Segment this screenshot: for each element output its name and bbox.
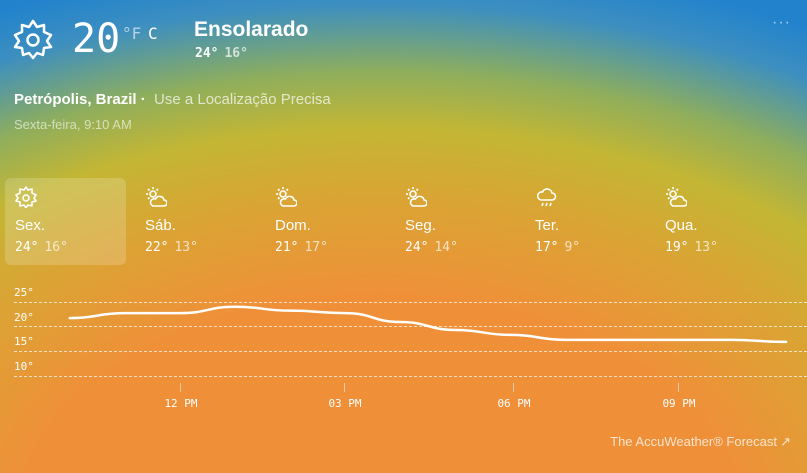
unit-fahrenheit-toggle[interactable]: °F [122,24,142,43]
x-tick [678,383,679,392]
x-tick [344,383,345,392]
day-temps: 24° 16° [15,240,116,255]
condition-text: Ensolarado [194,18,309,41]
day-high: 19° [665,240,689,255]
day-forecast-5[interactable]: Qua. 19° 13° [655,178,776,265]
low-temp: 16° [224,46,248,61]
day-high: 17° [535,240,559,255]
day-high: 24° [405,240,429,255]
day-high: 22° [145,240,169,255]
partly-sunny-icon [146,187,168,207]
day-forecast-2[interactable]: Dom. 21° 17° [265,178,386,265]
x-tick-label: 06 PM [497,397,531,410]
day-temps: 19° 13° [665,240,766,255]
more-options-button[interactable]: ··· [772,14,791,31]
sun-icon [13,19,53,60]
gridline [14,302,807,303]
day-forecast-1[interactable]: Sáb. 22° 13° [135,178,256,265]
day-forecast-0[interactable]: Sex. 24° 16° [5,178,126,265]
accuweather-forecast-link[interactable]: The AccuWeather® Forecast [610,434,777,449]
x-tick-label: 12 PM [164,397,198,410]
gridline [14,376,807,377]
day-name: Sex. [15,217,46,234]
x-tick-label: 09 PM [662,397,696,410]
day-forecast-3[interactable]: Seg. 24° 14° [395,178,516,265]
gridline [14,326,807,327]
day-temps: 17° 9° [535,240,636,255]
day-temps: 24° 14° [405,240,506,255]
day-low: 14° [434,240,458,255]
day-high: 21° [275,240,299,255]
x-tick [180,383,181,392]
day-low: 16° [44,240,68,255]
partly-sunny-icon [666,187,688,207]
temperature-line [68,305,788,344]
gridline [14,351,807,352]
partly-sunny-icon [406,187,428,207]
rain-icon [536,188,557,207]
day-temps: 21° 17° [275,240,376,255]
current-temperature: 20 [72,16,121,62]
use-precise-location-link[interactable]: Use a Localização Precisa [154,91,331,108]
location-name: Petrópolis, Brazil · [14,91,146,108]
day-name: Sáb. [145,217,176,234]
x-tick-label: 03 PM [328,397,362,410]
high-temp: 24° [195,46,219,61]
current-datetime: Sexta-feira, 9:10 AM [14,117,132,132]
day-temps: 22° 13° [145,240,246,255]
y-tick-label: 20° [14,311,34,324]
partly-sunny-icon [276,187,298,207]
external-link-icon[interactable]: ↗ [780,434,791,449]
day-low: 13° [694,240,718,255]
day-name: Ter. [535,217,560,234]
day-forecast-4[interactable]: Ter. 17° 9° [525,178,646,265]
y-tick-label: 15° [14,335,34,348]
x-tick [513,383,514,392]
day-low: 17° [304,240,328,255]
unit-celsius-toggle[interactable]: C [148,24,158,43]
day-name: Seg. [405,217,436,234]
y-tick-label: 10° [14,360,34,373]
day-low: 9° [564,240,581,255]
y-tick-label: 25° [14,286,34,299]
day-high: 24° [15,240,39,255]
today-high-low: 24° 16° [195,46,248,61]
day-name: Qua. [665,217,698,234]
day-name: Dom. [275,217,311,234]
day-low: 13° [174,240,198,255]
